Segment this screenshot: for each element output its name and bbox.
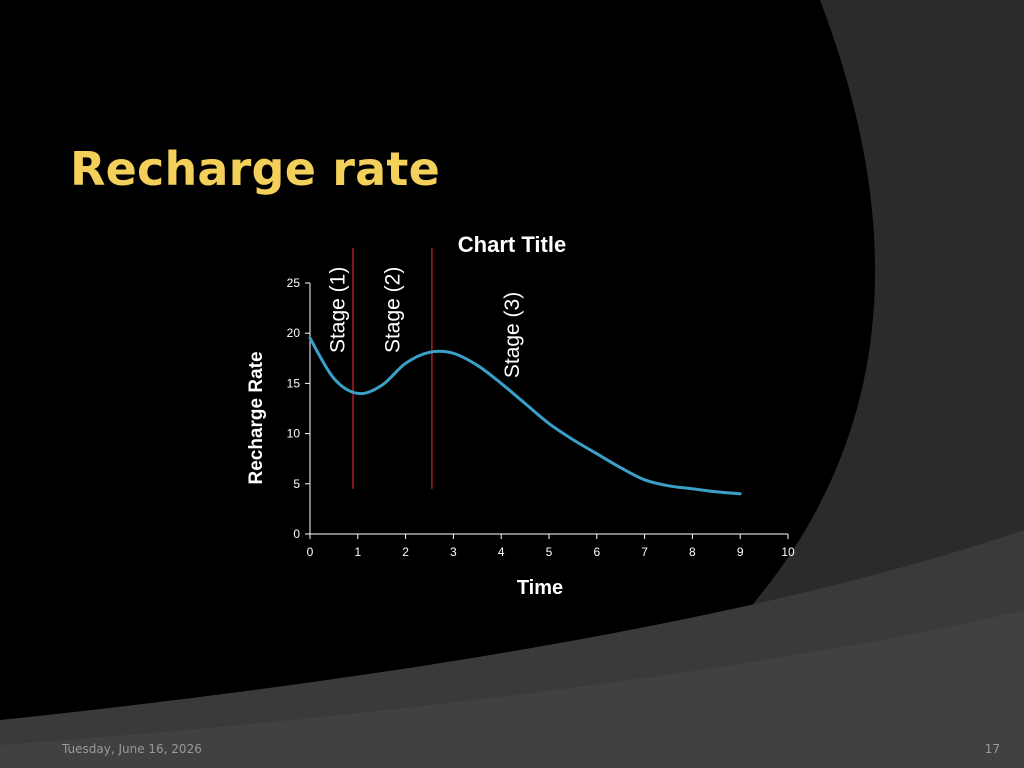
x-tick-label: 0 — [307, 545, 314, 559]
x-tick-label: 1 — [354, 545, 361, 559]
x-tick-label: 2 — [402, 545, 409, 559]
page-number: 17 — [984, 742, 1000, 756]
y-tick-label: 25 — [287, 276, 301, 290]
chart-title: Chart Title — [458, 232, 566, 257]
y-tick-label: 20 — [287, 326, 301, 340]
stage-label-3: Stage (3) — [501, 292, 524, 378]
y-axis-title: Recharge Rate — [246, 351, 267, 484]
y-tick-label: 15 — [287, 376, 301, 390]
y-tick-label: 5 — [293, 477, 300, 491]
stage-label-1: Stage (1) — [327, 267, 350, 353]
x-tick-label: 5 — [546, 545, 553, 559]
x-tick-label: 9 — [737, 545, 744, 559]
y-tick-label: 10 — [287, 427, 301, 441]
footer-date: Tuesday, June 16, 2026 — [62, 742, 202, 756]
x-tick-label: 10 — [781, 545, 795, 559]
x-tick-label: 7 — [641, 545, 648, 559]
x-axis-title: Time — [517, 577, 563, 599]
x-tick-label: 3 — [450, 545, 457, 559]
x-tick-label: 4 — [498, 545, 505, 559]
x-tick-label: 8 — [689, 545, 696, 559]
slide-title: Recharge rate — [70, 142, 441, 196]
x-tick-label: 6 — [593, 545, 600, 559]
stage-label-2: Stage (2) — [382, 267, 405, 353]
y-tick-label: 0 — [293, 527, 300, 541]
series-line-1 — [308, 336, 742, 496]
